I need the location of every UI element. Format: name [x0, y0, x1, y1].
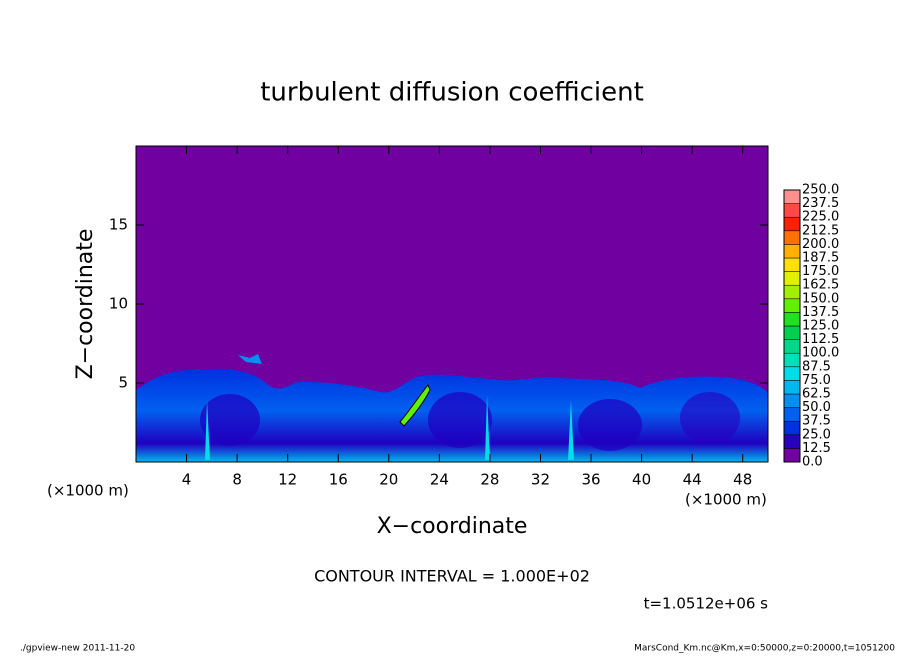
x-tick-label: 28 — [480, 471, 499, 489]
colorbar-label: 50.0 — [802, 400, 831, 415]
colorbar-band — [783, 216, 801, 232]
colorbar-label: 162.5 — [802, 278, 839, 293]
colorbar-band — [783, 271, 801, 286]
x-unit-label: (×1000 m) — [685, 491, 767, 509]
colorbar-label: 87.5 — [802, 359, 831, 374]
colorbar-label: 125.0 — [802, 319, 839, 334]
y-axis-label: Z−coordinate — [73, 229, 98, 380]
x-tick-label: 4 — [182, 471, 192, 489]
colorbar-band — [783, 230, 801, 245]
colorbar-band — [783, 380, 801, 395]
colorbar-frame — [783, 189, 801, 463]
colorbar-band — [783, 393, 801, 408]
colorbar-label: 237.5 — [802, 196, 839, 211]
colorbar-label: 225.0 — [802, 210, 839, 225]
eddy — [680, 392, 740, 444]
y-tick-label: 5 — [118, 374, 128, 392]
colorbar-band — [783, 284, 801, 300]
colorbar-band — [783, 339, 801, 354]
x-tick-label: 32 — [531, 471, 550, 489]
colorbar-band — [783, 298, 801, 313]
colorbar-label: 187.5 — [802, 251, 839, 266]
eddy — [428, 392, 492, 448]
chart-title: turbulent diffusion coefficient — [260, 78, 644, 108]
x-tick-label: 40 — [632, 471, 651, 489]
footer-left: ./gpview-new 2011-11-20 — [20, 644, 135, 654]
x-tick-label: 20 — [379, 471, 398, 489]
x-tick-label: 44 — [683, 471, 702, 489]
x-tick-label: 48 — [733, 471, 752, 489]
colorbar-band — [783, 420, 801, 436]
y-tick-label: 10 — [109, 295, 128, 313]
high-core — [399, 384, 431, 427]
time-label: t=1.0512e+06 s — [644, 595, 769, 613]
patch — [238, 354, 262, 364]
colorbar-band — [783, 352, 801, 368]
colorbar-label: 250.0 — [802, 183, 839, 198]
footer-right: MarsCond_Km.nc@Km,x=0:50000,z=0:20000,t=… — [634, 644, 895, 654]
colorbar-label: 100.0 — [802, 346, 839, 361]
colorbar-label: 0.0 — [802, 455, 823, 470]
x-tick-label: 36 — [581, 471, 600, 489]
colorbar-label: 137.5 — [802, 305, 839, 320]
x-tick-label: 8 — [232, 471, 242, 489]
colorbar-band — [783, 244, 801, 259]
field — [136, 146, 768, 462]
colorbar-label: 112.5 — [802, 332, 839, 347]
colorbar-label: 175.0 — [802, 264, 839, 279]
y-tick-label: 15 — [109, 216, 128, 234]
colorbar-label: 12.5 — [802, 441, 831, 456]
colorbar-band — [783, 407, 801, 422]
x-tick-label: 24 — [430, 471, 449, 489]
colorbar-label: 150.0 — [802, 291, 839, 306]
colorbar-label: 62.5 — [802, 387, 831, 402]
eddy — [200, 394, 260, 446]
colorbar-band — [783, 325, 801, 340]
colorbar-band — [783, 189, 801, 204]
colorbar-band — [783, 257, 801, 272]
colorbar-band — [783, 366, 801, 381]
colorbar-band — [783, 203, 801, 218]
x-tick-label: 16 — [329, 471, 348, 489]
colorbar-band — [783, 312, 801, 327]
colorbar-band — [783, 448, 801, 463]
colorbar-label: 200.0 — [802, 237, 839, 252]
colorbar-label: 37.5 — [802, 414, 831, 429]
x-tick-label: 12 — [278, 471, 297, 489]
contour-interval: CONTOUR INTERVAL = 1.000E+02 — [314, 567, 590, 586]
y-unit-label: (×1000 m) — [47, 482, 129, 500]
colorbar-label: 75.0 — [802, 373, 831, 388]
colorbar-band — [783, 434, 801, 449]
colorbar-label: 212.5 — [802, 223, 839, 238]
colorbar-label: 25.0 — [802, 427, 831, 442]
eddy — [578, 399, 642, 451]
x-axis-label: X−coordinate — [377, 514, 528, 539]
